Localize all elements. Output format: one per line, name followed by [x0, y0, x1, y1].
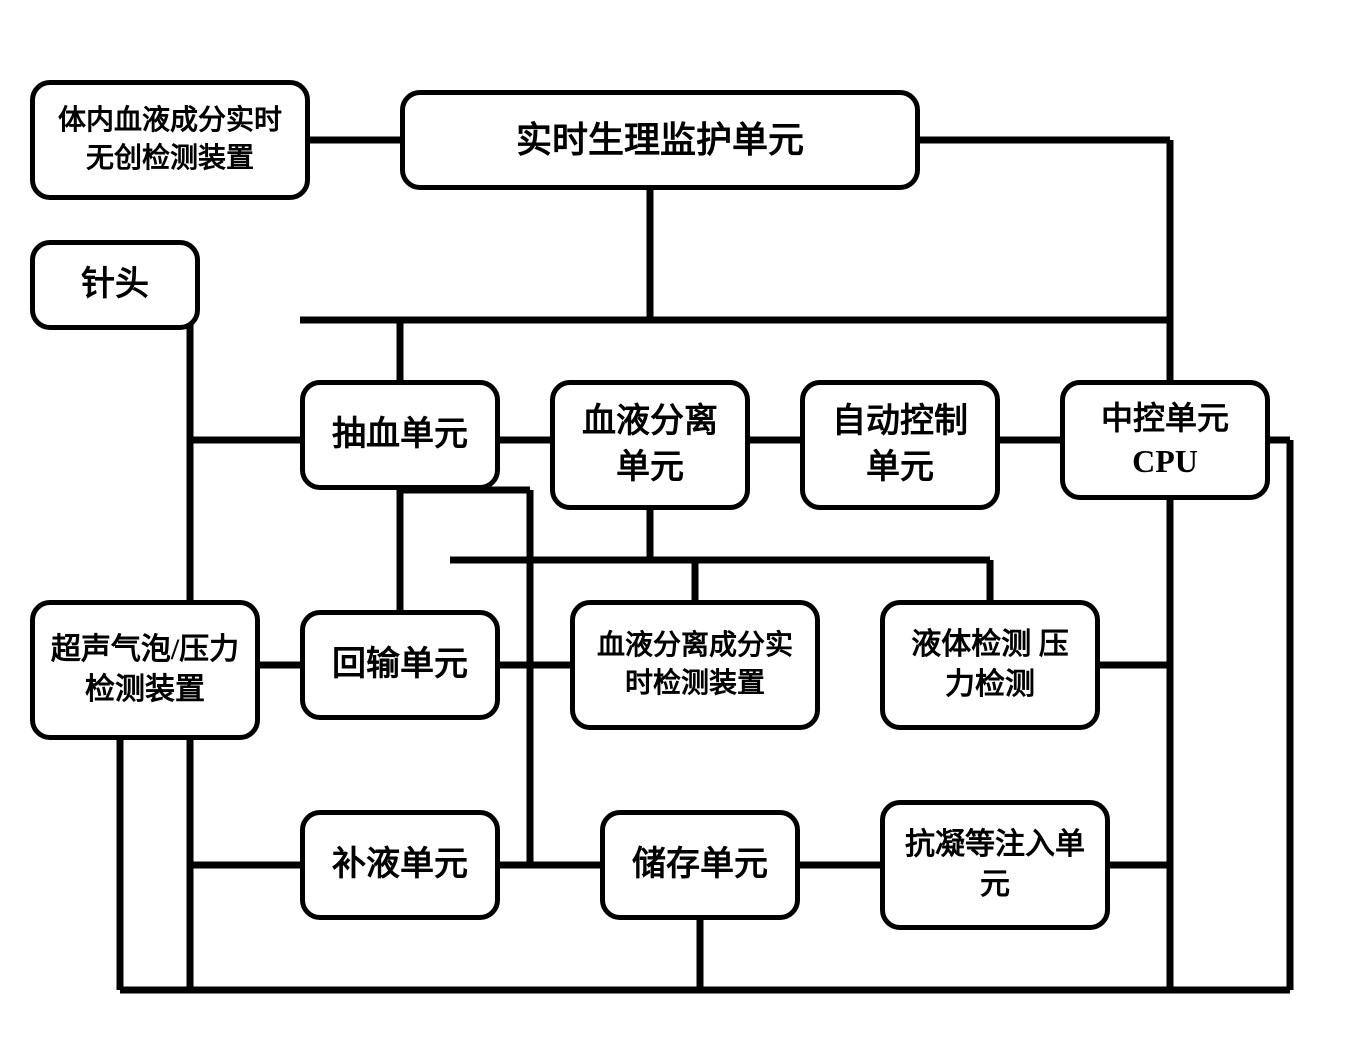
node-reinfuse: 回输单元	[300, 610, 500, 720]
label: 抽血单元	[332, 412, 468, 458]
node-bubble: 超声气泡/压力检测装置	[30, 600, 260, 740]
label: 血液分离成分实时检测装置	[589, 627, 801, 703]
node-replenish: 补液单元	[300, 810, 500, 920]
node-anticoag: 抗凝等注入单元	[880, 800, 1110, 930]
node-cpu: 中控单元 CPU	[1060, 380, 1270, 500]
node-noninvasive: 体内血液成分实时无创检测装置	[30, 80, 310, 200]
node-liq-press: 液体检测 压力检测	[880, 600, 1100, 730]
node-store: 储存单元	[600, 810, 800, 920]
label: 补液单元	[332, 842, 468, 888]
label: 体内血液成分实时无创检测装置	[49, 102, 291, 178]
node-autoctl: 自动控制单元	[800, 380, 1000, 510]
label: 血液分离单元	[569, 399, 731, 491]
node-separate: 血液分离单元	[550, 380, 750, 510]
label: 中控单元 CPU	[1079, 397, 1251, 483]
diagram-canvas: 体内血液成分实时无创检测装置 实时生理监护单元 针头 抽血单元 血液分离单元 自…	[0, 0, 1364, 1051]
label: 超声气泡/压力检测装置	[49, 630, 241, 711]
node-physio: 实时生理监护单元	[400, 90, 920, 190]
label: 自动控制单元	[819, 399, 981, 491]
label: 抗凝等注入单元	[899, 825, 1091, 906]
node-needle: 针头	[30, 240, 200, 330]
label: 实时生理监护单元	[516, 116, 804, 165]
label: 回输单元	[332, 642, 468, 688]
node-sep-detect: 血液分离成分实时检测装置	[570, 600, 820, 730]
node-draw: 抽血单元	[300, 380, 500, 490]
label: 针头	[81, 262, 149, 308]
label: 液体检测 压力检测	[899, 625, 1081, 706]
label: 储存单元	[632, 842, 768, 888]
